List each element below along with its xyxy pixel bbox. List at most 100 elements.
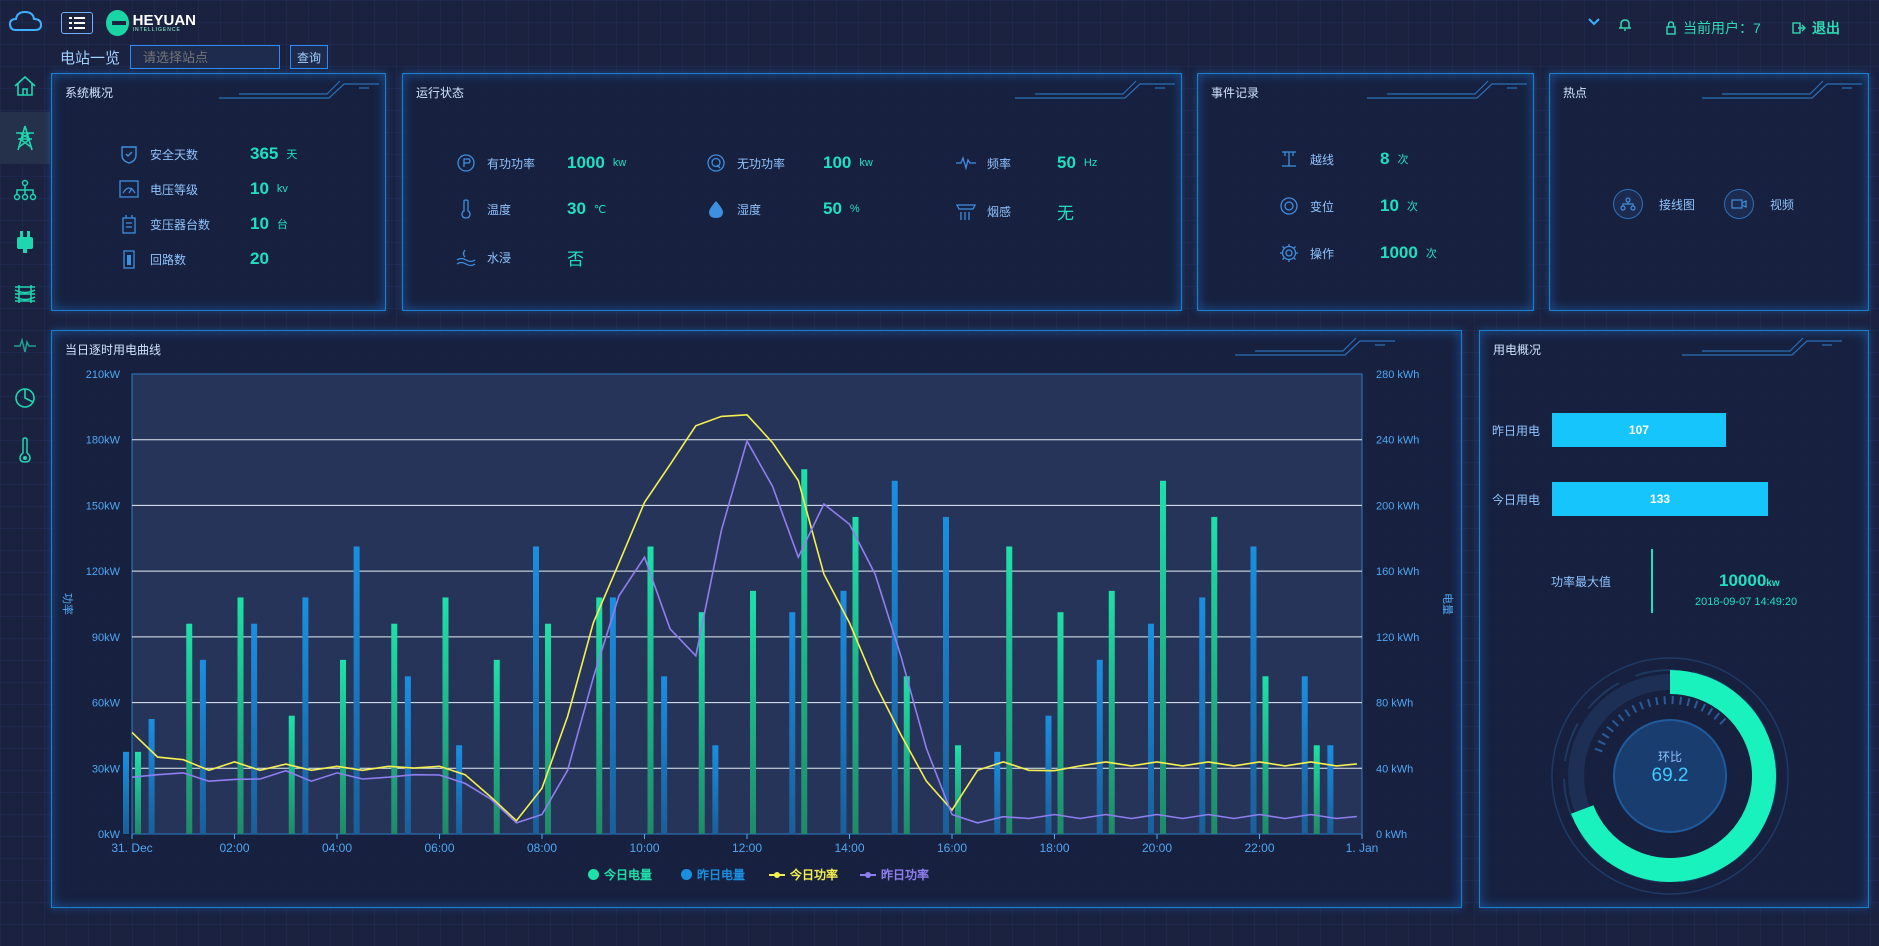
crossbar-icon	[1278, 149, 1300, 169]
stat-unit: Hz	[1083, 157, 1098, 169]
user-icon	[1666, 21, 1676, 35]
bar-today-energy	[1006, 546, 1013, 834]
gauge-tick	[1719, 717, 1727, 725]
list-icon	[69, 17, 85, 29]
bar-yesterday-energy	[1096, 659, 1103, 834]
gauge-tick	[1631, 704, 1638, 713]
current-user[interactable]: 当前用户：7	[1665, 18, 1761, 38]
video-label: 视频	[1770, 197, 1795, 212]
station-select-input[interactable]	[130, 45, 280, 69]
bar-yesterday-energy	[840, 590, 847, 834]
logo: HEYUAN INTELLIGENCE	[106, 8, 196, 38]
today-usage-row: 今日用电 133	[1492, 482, 1769, 516]
stat-unit: %	[849, 203, 860, 215]
stat-label: 温度	[487, 202, 512, 217]
y-left-tick-label: 150kW	[86, 500, 121, 512]
bar-yesterday-energy	[123, 751, 129, 834]
bar-yesterday-energy	[302, 597, 309, 834]
hourly-chart-panel: 当日逐时用电曲线 0kW 0 kWh 30kW 40 kWh 60kW 80 kWh 90k…	[51, 330, 1462, 908]
bar-today-energy	[1108, 590, 1115, 834]
bar-yesterday-energy	[994, 751, 1001, 834]
x-tick-label: 22:00	[1244, 841, 1274, 855]
sidebar-item-lines[interactable]	[0, 268, 50, 320]
station-overview-label: 电站一览	[60, 50, 121, 67]
sidebar-item-pie[interactable]	[0, 372, 50, 424]
yesterday-usage-bar: 107	[1552, 413, 1726, 447]
chevron-down-icon[interactable]	[1588, 18, 1600, 26]
gauge-tick	[1655, 697, 1659, 706]
logout-label: 退出	[1812, 20, 1840, 36]
camera-icon	[1724, 189, 1754, 219]
bar-today-energy	[442, 597, 449, 834]
divider	[1651, 549, 1653, 613]
wiring-diagram-link[interactable]: 接线图	[1613, 189, 1695, 219]
video-link[interactable]: 视频	[1724, 189, 1794, 219]
stat-humidity: 湿度 50 %	[705, 199, 860, 219]
battery-icon	[118, 249, 140, 269]
bell-icon[interactable]	[1618, 18, 1632, 32]
gauge-icon	[118, 179, 140, 199]
gauge-tick	[1594, 747, 1603, 753]
stat-transformer-count: 变压器台数 10 台	[118, 214, 288, 234]
bar-yesterday-energy	[199, 659, 206, 834]
x-tick-label: 14:00	[834, 841, 864, 855]
y-left-tick-label: 120kW	[86, 566, 121, 578]
cloud-icon[interactable]	[8, 8, 44, 36]
legend-yesterday-power[interactable]: 昨日功率	[860, 866, 929, 883]
bar-today-energy	[391, 623, 398, 834]
line-today-power	[131, 413, 1357, 822]
menu-toggle-button[interactable]	[61, 12, 93, 34]
circuit-decoration	[219, 80, 379, 99]
sidebar-item-topology[interactable]	[0, 164, 50, 216]
y-left-tick-label: 0kW	[98, 829, 121, 841]
sidebar	[0, 60, 50, 890]
ratio-gauge	[1551, 657, 1789, 895]
y-right-tick-label: 200 kWh	[1376, 500, 1419, 512]
x-tick-label: 12:00	[732, 841, 762, 855]
sidebar-item-tower[interactable]	[0, 112, 50, 164]
legend-yesterday-energy[interactable]: 昨日电量	[681, 866, 745, 883]
events-panel: 事件记录 越线 8 次 变位 10 次 操作 1000 次	[1197, 73, 1534, 311]
legend-today-energy[interactable]: 今日电量	[588, 866, 652, 883]
x-tick-label: 20:00	[1142, 841, 1172, 855]
sidebar-item-thermometer[interactable]	[0, 424, 50, 476]
gauge-tick	[1713, 712, 1721, 720]
bar-yesterday-energy	[943, 516, 949, 834]
stat-value: 10	[1380, 196, 1399, 215]
bar-yesterday-energy	[404, 676, 411, 834]
bar-today-energy	[545, 623, 551, 834]
stat-value: 1000	[567, 153, 605, 172]
stat-unit: ℃	[593, 203, 607, 216]
legend-label: 今日功率	[790, 868, 839, 882]
events-title: 事件记录	[1211, 86, 1260, 100]
legend-today-power[interactable]: 今日功率	[769, 866, 838, 883]
bar-today-energy	[801, 469, 808, 834]
bar-today-energy	[1160, 480, 1166, 834]
tower-icon	[16, 125, 34, 151]
bar-today-energy	[596, 597, 603, 834]
sidebar-item-home[interactable]	[0, 60, 50, 112]
gauge-tick	[1624, 709, 1631, 717]
stat-value: 20	[250, 249, 269, 268]
gauge-tick	[1601, 732, 1610, 739]
stat-unit: 次	[1397, 154, 1409, 166]
logo-sub-text: INTELLIGENCE	[132, 27, 181, 33]
stat-safety-days: 安全天数 365 天	[118, 144, 297, 164]
gauge-tick	[1707, 707, 1714, 716]
legend-line-marker	[860, 871, 876, 878]
stat-value: 50	[1057, 153, 1076, 172]
smoke-detector-icon	[955, 202, 977, 222]
ratio-center: 环比 69.2	[1620, 748, 1720, 787]
gauge-tick	[1611, 719, 1619, 727]
logout-button[interactable]: 退出	[1792, 18, 1840, 38]
sidebar-item-pulse[interactable]	[0, 320, 50, 372]
x-tick-label: 1. Jan	[1346, 841, 1379, 855]
bar-yesterday-energy	[1148, 623, 1154, 834]
query-button[interactable]: 查询	[290, 45, 328, 69]
bar-today-energy	[186, 623, 193, 834]
x-tick-label: 18:00	[1039, 841, 1069, 855]
usage-panel: 用电概况 昨日用电 107 今日用电 133 功率最大值 10000kw 201…	[1479, 330, 1869, 908]
bar-yesterday-energy	[1301, 676, 1308, 834]
x-tick-label: 04:00	[322, 841, 352, 855]
sidebar-item-plug[interactable]	[0, 216, 50, 268]
